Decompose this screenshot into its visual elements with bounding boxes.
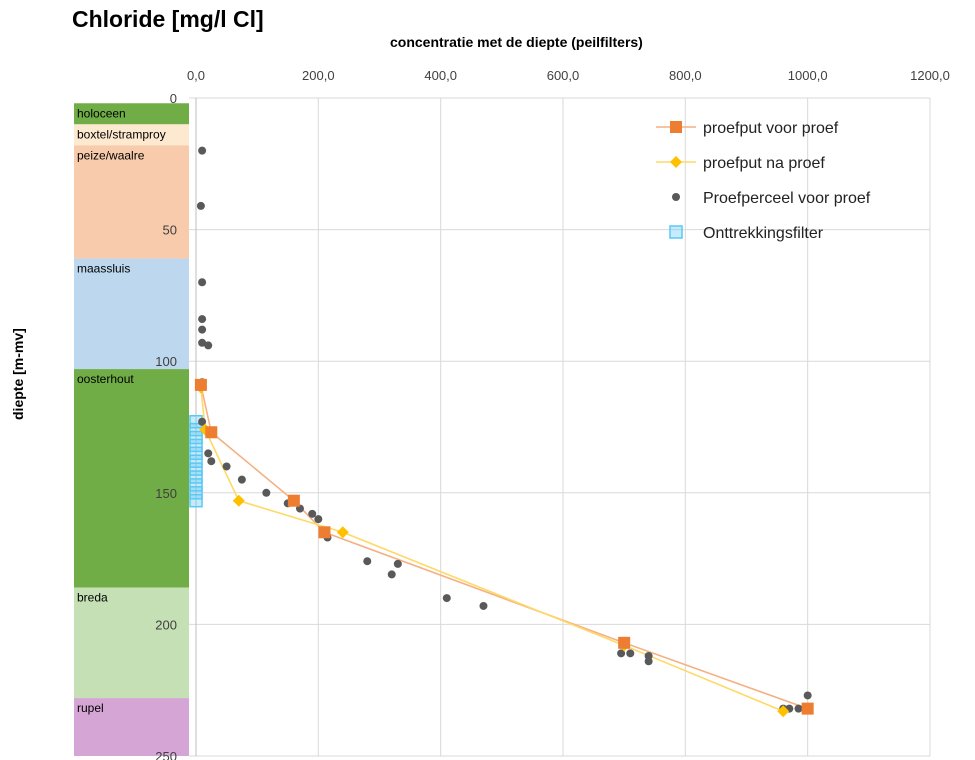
y-tick-label: 150 — [155, 486, 177, 501]
data-point — [198, 417, 207, 426]
data-point — [198, 315, 207, 324]
data-point — [189, 486, 203, 500]
chart-title: Chloride [mg/l Cl] — [72, 6, 264, 32]
y-tick-label: 250 — [155, 749, 177, 760]
data-point — [777, 705, 790, 718]
data-point — [393, 559, 402, 568]
x-tick-label: 1200,0 — [910, 68, 950, 83]
data-point — [363, 557, 372, 566]
data-point — [314, 515, 323, 524]
data-point — [618, 636, 631, 649]
data-point — [222, 462, 231, 471]
data-point — [232, 494, 245, 507]
data-point — [189, 478, 203, 492]
x-tick-label: 600,0 — [547, 68, 580, 83]
data-point — [336, 526, 349, 539]
x-tick-label: 1000,0 — [788, 68, 828, 83]
data-point — [189, 462, 203, 476]
data-point — [262, 488, 271, 497]
y-tick-labels: 0 50 100 150 200 250 — [155, 91, 177, 760]
legend-label: Onttrekkingsfilter — [703, 225, 824, 242]
data-point — [198, 278, 207, 287]
data-point — [617, 649, 626, 658]
data-point — [198, 325, 207, 334]
stratum-label: peize/waalre — [77, 148, 145, 162]
legend-marker — [669, 225, 683, 239]
x-axis-title: concentratie met de diepte (peilfilters) — [390, 34, 643, 50]
series-line — [200, 384, 808, 710]
data-point — [308, 509, 317, 518]
stratum-band — [74, 698, 189, 756]
series-line — [200, 387, 784, 712]
stratum-label: rupel — [77, 701, 104, 715]
data-point — [189, 454, 203, 468]
data-point — [387, 570, 396, 579]
legend: proefput voor proef proefput na proef Proe… — [656, 120, 871, 242]
stratum-band — [74, 124, 189, 146]
data-point — [205, 426, 218, 439]
x-tick-labels: 0,0 200,0 400,0 600,0 800,0 1000,0 1200,0 — [187, 68, 950, 83]
strata-column: holoceen boxtel/stramproy peize/waalre maas… — [74, 103, 189, 756]
data-point — [189, 438, 203, 453]
stratum-label: holoceen — [77, 106, 126, 120]
data-point — [204, 449, 213, 458]
legend-marker — [670, 156, 682, 168]
stratum-band — [74, 103, 189, 125]
data-point — [442, 594, 451, 603]
stratum-band — [74, 587, 189, 699]
data-point — [189, 493, 203, 508]
legend-marker — [672, 193, 680, 201]
data-point — [237, 475, 246, 484]
data-point — [479, 601, 488, 610]
data-point — [626, 649, 635, 658]
stratum-band — [74, 145, 189, 259]
y-tick-label: 100 — [155, 354, 177, 369]
x-tick-label: 800,0 — [669, 68, 702, 83]
x-tick-label: 200,0 — [302, 68, 335, 83]
stratum-label: oosterhout — [77, 372, 134, 386]
x-tick-label: 400,0 — [424, 68, 457, 83]
data-point — [196, 201, 205, 210]
y-tick-label: 50 — [163, 223, 177, 238]
series-layer — [189, 146, 814, 718]
stratum-label: maassluis — [77, 262, 130, 276]
legend-label: Proefperceel voor proef — [703, 190, 871, 207]
legend-label: proefput na proef — [703, 155, 825, 172]
data-point — [204, 341, 213, 350]
legend-label: proefput voor proef — [703, 120, 839, 137]
data-point — [794, 704, 803, 713]
data-point — [194, 378, 207, 391]
data-point — [189, 430, 203, 445]
y-tick-label: 0 — [170, 91, 177, 106]
data-point — [803, 691, 812, 700]
data-point — [198, 146, 207, 155]
data-point — [644, 657, 653, 666]
stratum-label: breda — [77, 591, 108, 605]
x-tick-label: 0,0 — [187, 68, 205, 83]
stratum-band — [74, 369, 189, 588]
legend-marker — [670, 121, 682, 133]
data-point — [198, 338, 207, 347]
stratum-label: boxtel/stramproy — [77, 127, 166, 141]
data-point — [287, 494, 300, 507]
data-point — [318, 526, 331, 539]
data-point — [801, 702, 814, 715]
y-tick-label: 200 — [155, 617, 177, 632]
stratum-band — [74, 258, 189, 370]
data-point — [207, 457, 216, 466]
data-point — [189, 470, 203, 484]
data-point — [189, 446, 203, 461]
